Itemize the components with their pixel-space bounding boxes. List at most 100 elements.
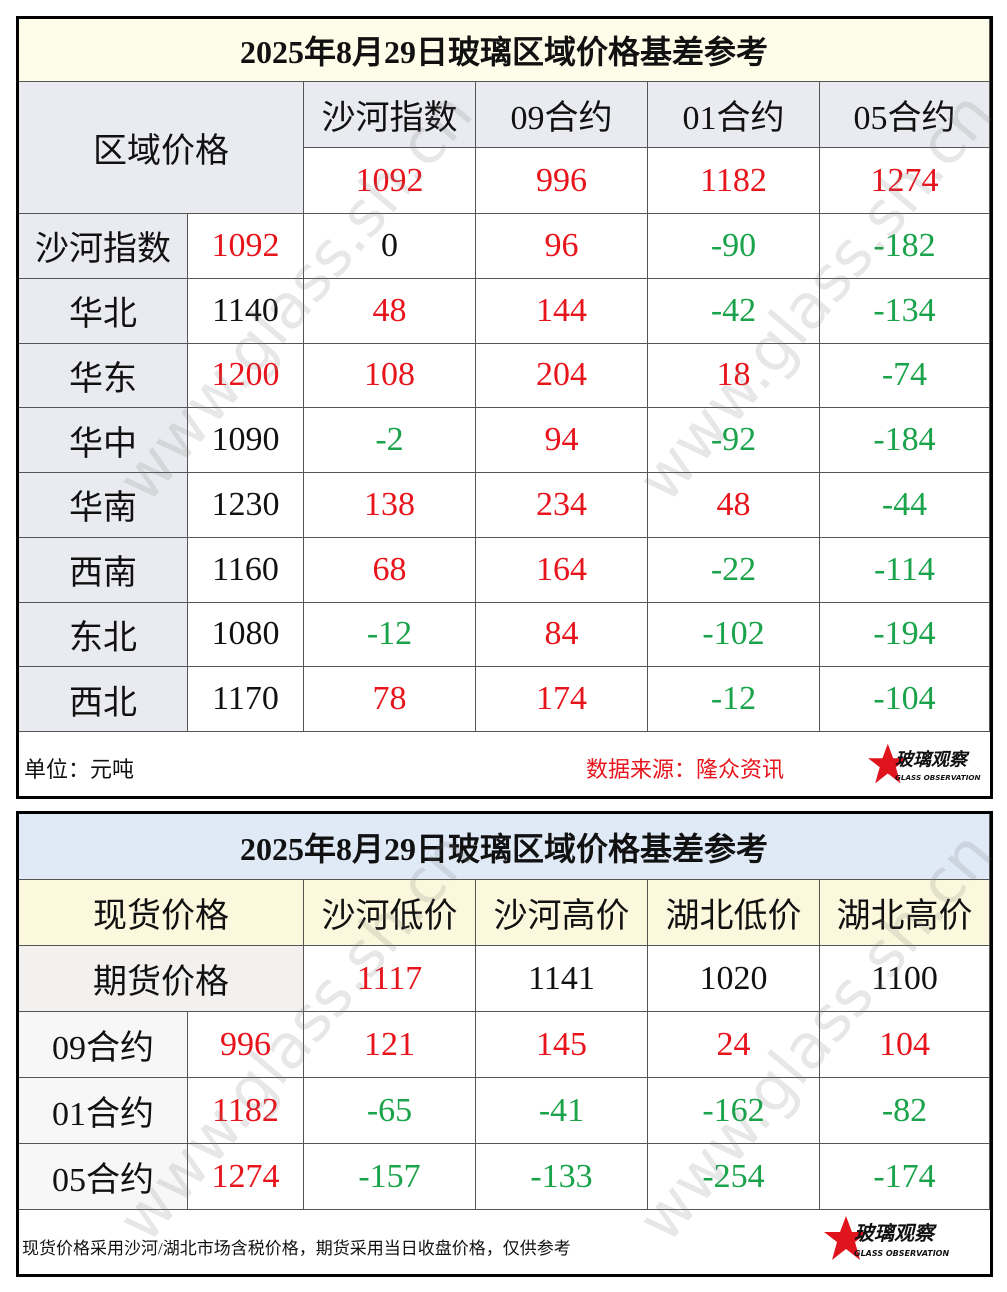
basis-value: 108: [304, 343, 476, 409]
basis-value: -174: [820, 1144, 990, 1210]
basis-value: -134: [820, 278, 990, 344]
row-label: 华南: [19, 473, 188, 538]
column-value: 1141: [476, 946, 648, 1012]
row-price: 1092: [188, 214, 304, 279]
basis-value: 78: [304, 667, 476, 732]
basis-value: 18: [648, 343, 820, 409]
row-label: 01合约: [19, 1078, 188, 1144]
basis-value: 204: [476, 343, 648, 409]
logo-star: [824, 1216, 868, 1260]
column-header: 湖北高价: [820, 880, 990, 946]
corner-header: 区域价格: [19, 82, 304, 214]
basis-value: 94: [476, 408, 648, 473]
logo: 玻璃观察 GLASS OBSERVATION: [868, 743, 981, 784]
column-value: 1274: [820, 148, 990, 214]
basis-value: -42: [648, 278, 820, 344]
row-price: 1230: [188, 473, 304, 538]
basis-value: 144: [476, 278, 648, 344]
corner-header: 期货价格: [19, 946, 304, 1012]
row-price: 996: [188, 1012, 304, 1078]
basis-value: 48: [304, 278, 476, 344]
basis-value: -74: [820, 343, 990, 409]
column-value: 1020: [648, 946, 820, 1012]
column-header: 沙河指数: [304, 82, 476, 148]
basis-value: 84: [476, 602, 648, 668]
basis-value: 68: [304, 537, 476, 603]
row-price: 1140: [188, 278, 304, 344]
footnote: 现货价格采用沙河/湖北市场含税价格，期货采用当日收盘价格，仅供参考: [22, 1239, 571, 1258]
row-price: 1274: [188, 1144, 304, 1210]
row-label: 05合约: [19, 1144, 188, 1210]
table-frame: [16, 16, 993, 799]
basis-value: -41: [476, 1078, 648, 1144]
basis-value: 234: [476, 473, 648, 538]
basis-value: 0: [304, 214, 476, 279]
logo-text: GLASS OBSERVATION: [895, 773, 981, 782]
row-label: 09合约: [19, 1012, 188, 1078]
basis-value: 164: [476, 537, 648, 603]
row-label: 沙河指数: [19, 214, 188, 279]
basis-value: -12: [648, 667, 820, 732]
source-note: 数据来源：隆众资讯: [586, 757, 785, 782]
basis-value: 174: [476, 667, 648, 732]
basis-value: -44: [820, 473, 990, 538]
basis-value: 145: [476, 1012, 648, 1078]
table-frame: [16, 811, 993, 1277]
basis-value: -92: [648, 408, 820, 473]
row-price: 1080: [188, 602, 304, 668]
column-header: 沙河低价: [304, 880, 476, 946]
basis-value: -182: [820, 214, 990, 279]
basis-value: -102: [648, 602, 820, 668]
row-label: 东北: [19, 602, 188, 668]
row-label: 西北: [19, 667, 188, 732]
basis-value: 96: [476, 214, 648, 279]
column-value: 1092: [304, 148, 476, 214]
row-price: 1200: [188, 343, 304, 409]
column-header: 沙河高价: [476, 880, 648, 946]
basis-value: -254: [648, 1144, 820, 1210]
column-header: 09合约: [476, 82, 648, 148]
column-value: 1182: [648, 148, 820, 214]
column-value: 1117: [304, 946, 476, 1012]
basis-value: -104: [820, 667, 990, 732]
row-price: 1160: [188, 537, 304, 603]
basis-value: -133: [476, 1144, 648, 1210]
logo: 玻璃观察 GLASS OBSERVATION: [824, 1216, 949, 1260]
row-price: 1170: [188, 667, 304, 732]
row-label: 华中: [19, 408, 188, 473]
logo-text: 玻璃观察: [895, 749, 970, 770]
corner-header: 现货价格: [19, 880, 304, 946]
basis-value: -184: [820, 408, 990, 473]
column-value: 1100: [820, 946, 990, 1012]
column-header: 05合约: [820, 82, 990, 148]
basis-value: -157: [304, 1144, 476, 1210]
basis-value: -114: [820, 537, 990, 603]
basis-value: 121: [304, 1012, 476, 1078]
row-label: 华北: [19, 278, 188, 344]
basis-value: -162: [648, 1078, 820, 1144]
logo-star: [868, 743, 908, 784]
basis-value: -65: [304, 1078, 476, 1144]
column-header: 01合约: [648, 82, 820, 148]
basis-value: 48: [648, 473, 820, 538]
basis-value: -2: [304, 408, 476, 473]
basis-value: 24: [648, 1012, 820, 1078]
logo-text: 玻璃观察: [854, 1221, 937, 1245]
row-label: 西南: [19, 537, 188, 603]
row-price: 1090: [188, 408, 304, 473]
table-title: 2025年8月29日玻璃区域价格基差参考: [19, 814, 990, 880]
basis-value: -194: [820, 602, 990, 668]
basis-value: -22: [648, 537, 820, 603]
logo-text: GLASS OBSERVATION: [854, 1249, 949, 1258]
basis-value: 138: [304, 473, 476, 538]
column-value: 996: [476, 148, 648, 214]
unit-note: 单位：元吨: [24, 757, 135, 782]
row-label: 华东: [19, 343, 188, 409]
row-price: 1182: [188, 1078, 304, 1144]
column-header: 湖北低价: [648, 880, 820, 946]
basis-value: -82: [820, 1078, 990, 1144]
basis-value: -12: [304, 602, 476, 668]
table-title: 2025年8月29日玻璃区域价格基差参考: [19, 19, 990, 82]
basis-value: -90: [648, 214, 820, 279]
